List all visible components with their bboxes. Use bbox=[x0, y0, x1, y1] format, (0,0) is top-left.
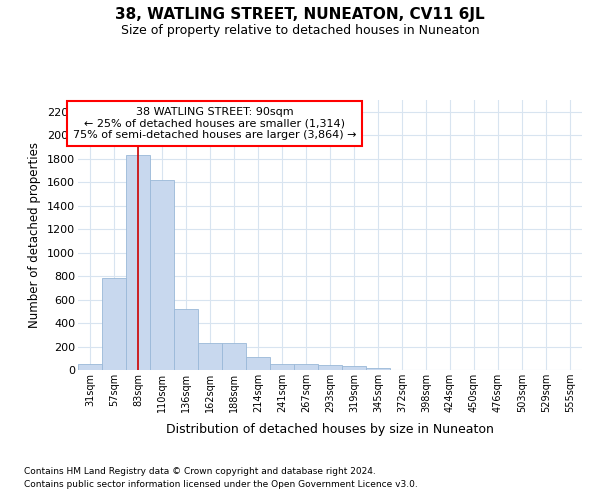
Text: Contains HM Land Registry data © Crown copyright and database right 2024.: Contains HM Land Registry data © Crown c… bbox=[24, 467, 376, 476]
Bar bbox=[222, 343, 246, 370]
Bar bbox=[246, 358, 270, 370]
Bar bbox=[150, 180, 174, 370]
Text: Contains public sector information licensed under the Open Government Licence v3: Contains public sector information licen… bbox=[24, 480, 418, 489]
Text: 38, WATLING STREET, NUNEATON, CV11 6JL: 38, WATLING STREET, NUNEATON, CV11 6JL bbox=[115, 8, 485, 22]
Bar bbox=[294, 364, 318, 370]
Bar bbox=[198, 343, 222, 370]
Bar bbox=[366, 368, 390, 370]
Text: Distribution of detached houses by size in Nuneaton: Distribution of detached houses by size … bbox=[166, 422, 494, 436]
Bar bbox=[78, 364, 102, 370]
Bar bbox=[270, 364, 294, 370]
Bar bbox=[126, 155, 150, 370]
Text: Size of property relative to detached houses in Nuneaton: Size of property relative to detached ho… bbox=[121, 24, 479, 37]
Bar bbox=[102, 278, 126, 370]
Y-axis label: Number of detached properties: Number of detached properties bbox=[28, 142, 41, 328]
Bar bbox=[342, 366, 366, 370]
Text: 38 WATLING STREET: 90sqm
← 25% of detached houses are smaller (1,314)
75% of sem: 38 WATLING STREET: 90sqm ← 25% of detach… bbox=[73, 107, 356, 140]
Bar bbox=[174, 309, 198, 370]
Bar bbox=[318, 364, 342, 370]
